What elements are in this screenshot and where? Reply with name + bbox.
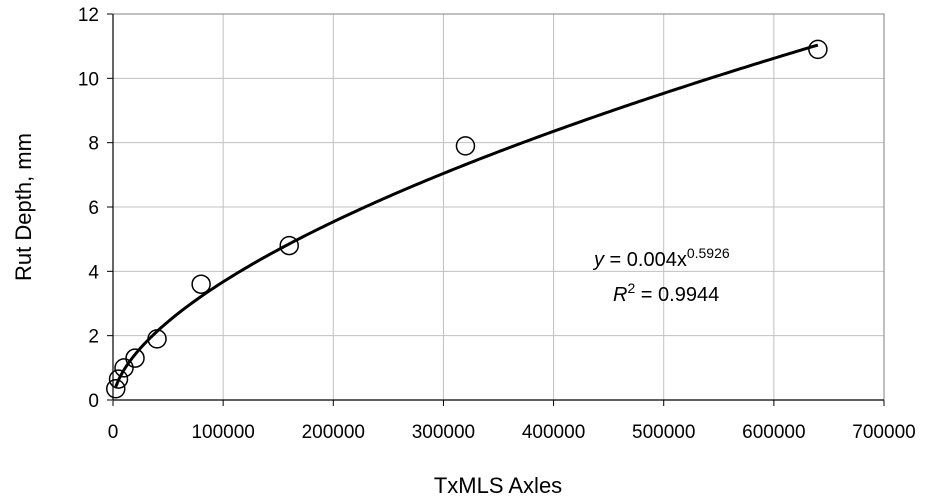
x-tick-label: 400000 [522, 422, 585, 443]
r-squared-value: = 0.9944 [635, 284, 719, 306]
x-tick-label: 500000 [632, 422, 695, 443]
axes [107, 13, 885, 406]
r-squared-label: R2 = 0.9944 [613, 280, 719, 306]
data-points [106, 39, 828, 399]
y-tick-label: 4 [88, 262, 99, 283]
r-symbol: R [613, 284, 627, 306]
data-point [279, 235, 299, 256]
x-tick-label: 700000 [852, 422, 915, 443]
data-point [808, 39, 828, 60]
y-tick-label: 8 [88, 134, 99, 155]
y-tick-label: 2 [88, 327, 99, 348]
y-tick-label: 10 [78, 69, 99, 90]
y-axis-title: Rut Depth, mm [11, 133, 36, 281]
y-tick-labels: 0 2 4 6 8 10 12 [78, 5, 100, 412]
x-tick-label: 200000 [302, 422, 365, 443]
x-tick-label: 0 [108, 422, 119, 443]
x-tick-label: 100000 [191, 422, 254, 443]
data-point [125, 348, 145, 368]
data-point [147, 329, 167, 349]
y-tick-label: 6 [88, 198, 99, 219]
x-axis-title: TxMLS Axles [434, 473, 562, 498]
x-tick-labels: 0 100000 200000 300000 400000 500000 600000 700… [108, 422, 916, 443]
x-tick-label: 600000 [742, 422, 805, 443]
data-point [114, 358, 134, 378]
equation-exponent: 0.5926 [687, 245, 730, 261]
data-point [108, 369, 129, 389]
data-point [455, 136, 476, 156]
equation-y-var: y [592, 249, 605, 271]
r-superscript: 2 [627, 280, 635, 296]
y-tick-label: 12 [78, 5, 99, 26]
equation-body: = 0.004x [604, 249, 687, 271]
trendline-equation: y = 0.004x0.5926 [592, 245, 730, 271]
data-point [106, 378, 126, 399]
x-tick-label: 300000 [412, 422, 475, 443]
data-point [191, 274, 211, 294]
y-tick-label: 0 [88, 391, 99, 412]
power-trendline [114, 43, 819, 388]
